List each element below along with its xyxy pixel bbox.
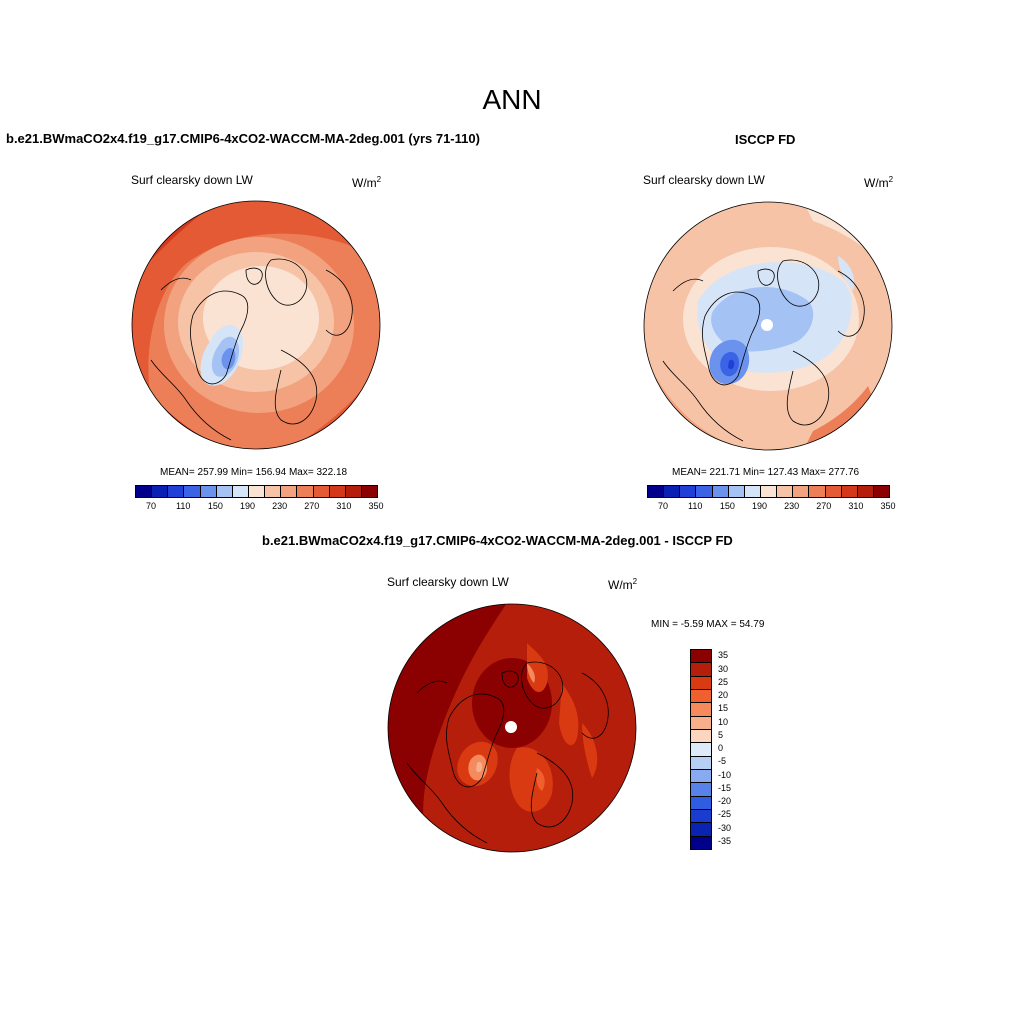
main-title: ANN: [482, 84, 542, 115]
panel3-units: W/m2: [608, 577, 638, 592]
panel2-colorbar-swatch: [712, 486, 729, 497]
panel2-colorbar-swatch: [841, 486, 858, 497]
panel2-colorbar-swatch: [696, 486, 713, 497]
panel2-colorbar-tick-label: 110: [688, 501, 703, 511]
panel3-colorbar-tick-label: 5: [718, 729, 724, 740]
panel2-colorbar-swatch: [744, 486, 761, 497]
panel3-colorbar-tick-label: -35: [718, 836, 732, 846]
panel1-colorbar-swatch: [136, 486, 153, 497]
panel1-colorbar-swatch: [313, 486, 330, 497]
panel1-colorbar-swatch: [184, 486, 201, 497]
panel1-colorbar-tick-label: 230: [272, 501, 288, 511]
panel3-colorbar-tick-label: 25: [718, 676, 729, 687]
panel1-colorbar-tick-label: 110: [176, 501, 191, 511]
panel1-units: W/m2: [352, 175, 382, 190]
panel1-colorbar-tick-label: 270: [304, 501, 320, 511]
panel2-colorbar-tick-label: 270: [816, 501, 832, 511]
panel3-colorbar-swatch: [691, 650, 711, 664]
panel2-colorbar-swatch: [664, 486, 681, 497]
panel3-colorbar-swatch: [691, 703, 711, 717]
panel3-colorbar-tick-label: 35: [718, 650, 729, 661]
panel2-units: W/m2: [864, 175, 894, 190]
panel1-colorbar-tick-label: 310: [336, 501, 352, 511]
panel1-variable-label: Surf clearsky down LW: [131, 173, 253, 187]
panel3-colorbar-tick-label: -15: [718, 782, 732, 793]
panel1-colorbar-swatch: [232, 486, 249, 497]
panel1-colorbar-swatch: [248, 486, 266, 497]
panel3-colorbar-swatch: [691, 836, 711, 849]
panel1-colorbar-tick-label: 350: [368, 501, 384, 511]
panel1-colorbar-tick-label: 150: [207, 501, 223, 511]
panel1-colorbar-swatch: [345, 486, 362, 497]
panel1-colorbar-tick-label: 70: [146, 501, 157, 511]
panel1-title: b.e21.BWmaCO2x4.f19_g17.CMIP6-4xCO2-WACC…: [6, 131, 480, 146]
panel3-colorbar-swatch: [691, 823, 711, 837]
panel3-colorbar: [690, 649, 712, 850]
panel2-colorbar-swatch: [760, 486, 778, 497]
panel1-colorbar: [135, 485, 378, 498]
panel1-stats: MEAN= 257.99 Min= 156.94 Max= 322.18: [160, 467, 348, 478]
panel3-colorbar-swatch: [691, 783, 711, 797]
panel2-colorbar-tick-label: 230: [784, 501, 800, 511]
panel1-colorbar-swatch: [329, 486, 346, 497]
panel3-colorbar-tick-label: 20: [718, 690, 729, 701]
panel3-title: b.e21.BWmaCO2x4.f19_g17.CMIP6-4xCO2-WACC…: [262, 533, 733, 548]
panel3-colorbar-swatch: [691, 716, 711, 730]
panel2-colorbar-swatch: [728, 486, 745, 497]
panel3-colorbar-swatch: [691, 676, 711, 690]
panel1-colorbar-swatch: [168, 486, 185, 497]
panel2-polar-map: [643, 201, 893, 451]
panel3-colorbar-tick-label: -25: [718, 809, 732, 820]
panel2-stats: MEAN= 221.71 Min= 127.43 Max= 277.76: [672, 467, 860, 478]
panel2-colorbar-tick-label: 150: [719, 501, 735, 511]
panel3-colorbar-tick-label: 15: [718, 703, 729, 714]
panel3-colorbar-tick-label: -10: [718, 769, 732, 780]
panel3-colorbar-swatch: [691, 796, 711, 810]
panel3-colorbar-swatch: [691, 663, 711, 677]
panel1-colorbar-swatch: [281, 486, 298, 497]
panel1-colorbar-tick-label: 190: [239, 501, 255, 511]
panel3-colorbar-swatch: [691, 689, 711, 704]
panel2-variable-label: Surf clearsky down LW: [643, 173, 765, 187]
panel2-colorbar-swatch: [825, 486, 842, 497]
panel2-colorbar-tick-label: 190: [751, 501, 767, 511]
panel2-colorbar-swatch: [809, 486, 826, 497]
panel1-colorbar-swatch: [200, 486, 217, 497]
panel1-colorbar-swatch: [361, 486, 378, 497]
panel2-colorbar-swatch: [648, 486, 665, 497]
panel3-colorbar-tick-label: -5: [718, 756, 727, 767]
panel2-colorbar-tick-label: 70: [658, 501, 669, 511]
panel2-colorbar-swatch: [873, 486, 890, 497]
panel2-colorbar-swatch: [777, 486, 794, 497]
panel3-colorbar-swatch: [691, 756, 711, 770]
panel3-colorbar-tick-label: -30: [718, 822, 732, 833]
panel3-colorbar-tick-label: -20: [718, 796, 732, 807]
panel1-colorbar-swatch: [297, 486, 314, 497]
panel2-colorbar-swatch: [857, 486, 874, 497]
panel1-polar-map: [131, 200, 381, 450]
panel2-colorbar-tick-label: 350: [880, 501, 896, 511]
panel3-colorbar-swatch: [691, 809, 711, 824]
panel3-colorbar-tick-label: 0: [718, 743, 724, 754]
panel2-colorbar: [647, 485, 890, 498]
panel3-colorbar-tick-label: 30: [718, 663, 729, 674]
panel2-title: ISCCP FD: [735, 132, 796, 147]
panel2-colorbar-swatch: [680, 486, 697, 497]
panel3-colorbar-swatch: [691, 769, 711, 784]
panel3-variable-label: Surf clearsky down LW: [387, 575, 509, 589]
panel3-colorbar-tick-label: 10: [718, 716, 729, 727]
panel2-colorbar-tick-label: 310: [848, 501, 864, 511]
panel2-colorbar-swatch: [793, 486, 810, 497]
panel3-polar-map: [387, 603, 637, 853]
panel3-colorbar-swatch: [691, 743, 711, 757]
panel1-colorbar-swatch: [216, 486, 233, 497]
panel1-colorbar-swatch: [152, 486, 169, 497]
panel1-colorbar-swatch: [265, 486, 282, 497]
panel3-colorbar-swatch: [691, 729, 711, 744]
panel3-stats: MIN = -5.59 MAX = 54.79: [651, 619, 765, 630]
